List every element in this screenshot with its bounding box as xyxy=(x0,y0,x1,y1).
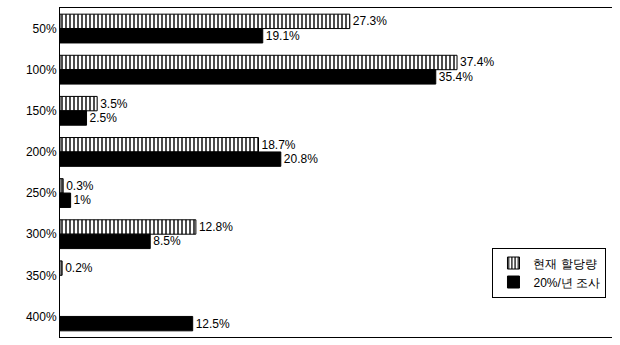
svg-text:27.3%: 27.3% xyxy=(353,14,387,28)
svg-text:250%: 250% xyxy=(26,186,57,200)
svg-text:200%: 200% xyxy=(26,145,57,159)
svg-text:18.7%: 18.7% xyxy=(262,138,296,152)
svg-text:8.5%: 8.5% xyxy=(153,234,181,248)
svg-text:300%: 300% xyxy=(26,227,57,241)
svg-text:400%: 400% xyxy=(26,310,57,324)
svg-text:12.8%: 12.8% xyxy=(199,220,233,234)
svg-text:20.8%: 20.8% xyxy=(284,152,318,166)
svg-text:20%/년 조사: 20%/년 조사 xyxy=(533,276,600,290)
svg-text:50%: 50% xyxy=(33,22,57,36)
svg-text:150%: 150% xyxy=(26,104,57,118)
svg-text:12.5%: 12.5% xyxy=(196,317,230,331)
svg-text:19.1%: 19.1% xyxy=(266,29,300,43)
svg-text:37.4%: 37.4% xyxy=(460,55,494,69)
svg-text:100%: 100% xyxy=(26,63,57,77)
svg-text:0.2%: 0.2% xyxy=(65,261,93,275)
svg-text:현재 할당량: 현재 할당량 xyxy=(533,257,596,271)
svg-text:2.5%: 2.5% xyxy=(90,111,118,125)
svg-text:35.4%: 35.4% xyxy=(439,70,473,84)
svg-text:350%: 350% xyxy=(26,269,57,283)
svg-text:0.3%: 0.3% xyxy=(66,179,94,193)
svg-text:1%: 1% xyxy=(74,193,92,207)
svg-text:3.5%: 3.5% xyxy=(100,97,128,111)
